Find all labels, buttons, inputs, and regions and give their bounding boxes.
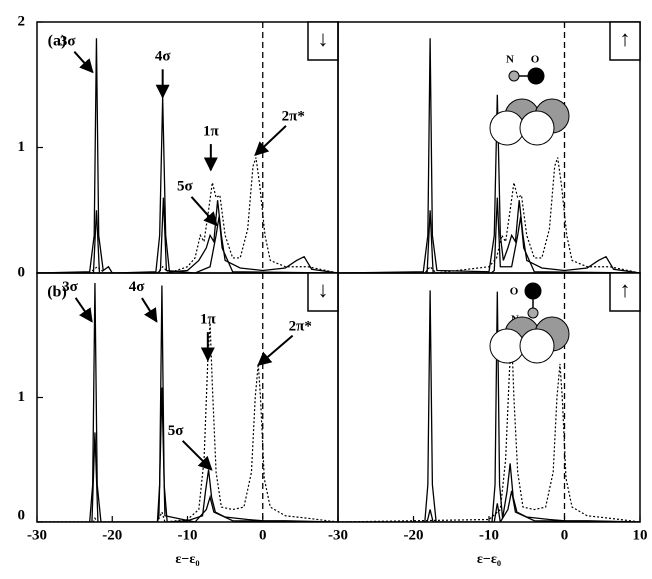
panel-frame bbox=[337, 21, 641, 274]
annotation-label: 5σ bbox=[177, 179, 194, 195]
annotation-label: 3σ bbox=[60, 34, 77, 50]
annotation-arrow bbox=[141, 297, 158, 323]
annotation-arrow bbox=[74, 297, 93, 323]
spin-box bbox=[307, 272, 339, 312]
annotation-label: 1π bbox=[200, 312, 217, 328]
dos-line bbox=[338, 490, 640, 522]
spin-box bbox=[609, 21, 641, 61]
annotation-arrow bbox=[190, 196, 218, 227]
surface-atom bbox=[519, 328, 555, 364]
dos-line bbox=[37, 38, 338, 273]
y-tick-label: 1 bbox=[18, 389, 26, 405]
x-tick-label: -20 bbox=[102, 527, 122, 543]
annotation-label: 4σ bbox=[155, 49, 172, 65]
y-tick-label: 2 bbox=[18, 13, 26, 29]
surface-atom bbox=[519, 110, 555, 146]
dos-line bbox=[338, 335, 640, 522]
annotation-label: 1π bbox=[203, 124, 220, 140]
molecule-icon: ON bbox=[489, 282, 570, 364]
dos-line bbox=[37, 157, 338, 273]
panel-label: (a) bbox=[48, 33, 67, 50]
x-tick-label: -30 bbox=[328, 527, 348, 543]
annotation-label: 5σ bbox=[168, 423, 185, 439]
atom bbox=[508, 70, 520, 82]
spin-arrow: ↓ bbox=[318, 26, 329, 51]
annotation-arrow bbox=[181, 440, 213, 471]
atom bbox=[527, 67, 545, 85]
dos-line bbox=[338, 197, 640, 273]
surface-atom bbox=[489, 110, 525, 146]
spin-arrow: ↓ bbox=[318, 277, 329, 302]
atom bbox=[524, 282, 542, 300]
annotation-label: 3σ bbox=[62, 279, 79, 295]
annotation-arrow bbox=[257, 334, 294, 367]
x-axis-label: ε−ε₀ bbox=[175, 552, 199, 567]
panel-frame bbox=[337, 272, 641, 523]
x-tick-label: 10 bbox=[633, 527, 648, 543]
annotation-arrow bbox=[254, 125, 287, 156]
x-tick-label: -10 bbox=[479, 527, 499, 543]
y-tick-label: 0 bbox=[18, 507, 26, 523]
dos-line bbox=[338, 38, 640, 273]
panel-label: (b) bbox=[47, 284, 67, 301]
x-tick-label: -30 bbox=[27, 527, 47, 543]
dos-line bbox=[338, 290, 640, 522]
atom-label: N bbox=[506, 54, 514, 66]
x-axis-label: ε−ε₀ bbox=[477, 552, 501, 567]
annotation-arrow bbox=[73, 50, 94, 74]
dos-line bbox=[37, 322, 338, 522]
atom-label: O bbox=[510, 286, 519, 298]
panel-frame bbox=[36, 272, 339, 523]
dos-line bbox=[37, 197, 338, 273]
x-tick-label: 0 bbox=[561, 527, 569, 543]
atom-label: O bbox=[531, 54, 540, 66]
x-tick-label: 0 bbox=[259, 527, 267, 543]
atom bbox=[527, 307, 539, 319]
x-tick-label: -20 bbox=[404, 527, 424, 543]
dos-line bbox=[338, 157, 640, 273]
y-tick-label: 0 bbox=[18, 264, 26, 280]
spin-box bbox=[609, 272, 641, 312]
y-tick-label: 1 bbox=[18, 139, 26, 155]
annotation-label: 4σ bbox=[129, 279, 146, 295]
surface-atom bbox=[489, 328, 525, 364]
dos-line bbox=[37, 387, 338, 522]
x-tick-label: -10 bbox=[178, 527, 198, 543]
annotation-label: 2π* bbox=[289, 319, 312, 335]
spin-arrow: ↑ bbox=[620, 26, 631, 51]
annotation-label: 2π* bbox=[282, 108, 305, 124]
spin-arrow: ↑ bbox=[620, 277, 631, 302]
